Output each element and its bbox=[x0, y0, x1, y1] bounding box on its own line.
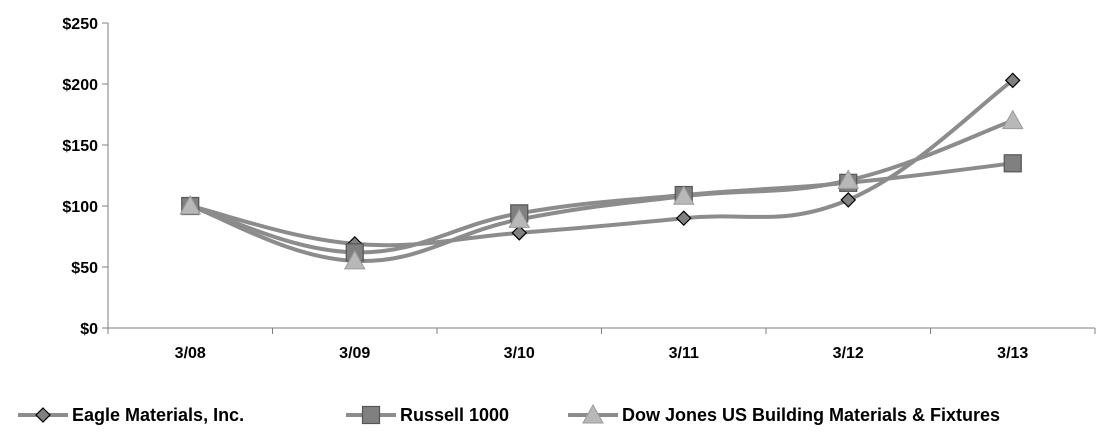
data-point-diamond bbox=[840, 192, 857, 208]
legend: Eagle Materials, Inc. Russell 1000 Dow Jon… bbox=[18, 403, 1000, 425]
legend-label: Eagle Materials, Inc. bbox=[72, 405, 244, 425]
data-point-triangle bbox=[1001, 109, 1024, 130]
y-tick-label: $200 bbox=[62, 77, 98, 94]
data-point-triangle bbox=[837, 169, 860, 189]
legend-item-1: Eagle Materials, Inc. bbox=[18, 405, 244, 425]
legend-swatch-marker bbox=[582, 403, 604, 424]
axes: $0 $50 $100 $150 $200 $250 3/08 3/09 3/10 3/11 3/1… bbox=[62, 16, 1096, 362]
data-point-diamond bbox=[675, 210, 692, 227]
legend-item-2: Russell 1000 bbox=[346, 405, 509, 425]
y-tick-label: $100 bbox=[62, 199, 98, 216]
data-point-triangle bbox=[179, 194, 202, 215]
x-tick-label: 3/13 bbox=[997, 345, 1028, 362]
x-tick-label: 3/08 bbox=[175, 345, 206, 362]
data-point-triangle bbox=[343, 249, 366, 270]
legend-swatch-marker bbox=[35, 407, 51, 423]
series-line-1 bbox=[188, 78, 1015, 248]
legend-item-3: Dow Jones US Building Materials & Fixtur… bbox=[568, 403, 1000, 425]
x-tick-label: 3/09 bbox=[339, 345, 370, 362]
series-markers bbox=[179, 72, 1024, 270]
legend-label: Dow Jones US Building Materials & Fixtur… bbox=[622, 405, 1000, 425]
y-tick-label: $250 bbox=[62, 16, 98, 33]
y-tick-label: $150 bbox=[62, 138, 98, 155]
data-point-diamond bbox=[1004, 72, 1021, 89]
x-tick-label: 3/10 bbox=[504, 345, 535, 362]
data-point-diamond bbox=[511, 224, 528, 241]
data-point-square bbox=[1003, 154, 1022, 173]
series-line-2 bbox=[188, 161, 1015, 255]
series-lines bbox=[188, 78, 1015, 263]
legend-swatch-marker bbox=[361, 405, 381, 425]
y-tick-label: $0 bbox=[80, 321, 98, 338]
x-tick-label: 3/12 bbox=[833, 345, 864, 362]
data-point-triangle bbox=[672, 185, 695, 205]
data-point-triangle bbox=[508, 208, 531, 228]
legend-label: Russell 1000 bbox=[400, 405, 509, 425]
y-tick-label: $50 bbox=[71, 260, 98, 277]
x-tick-label: 3/11 bbox=[669, 345, 699, 362]
series-line-3 bbox=[188, 118, 1015, 263]
